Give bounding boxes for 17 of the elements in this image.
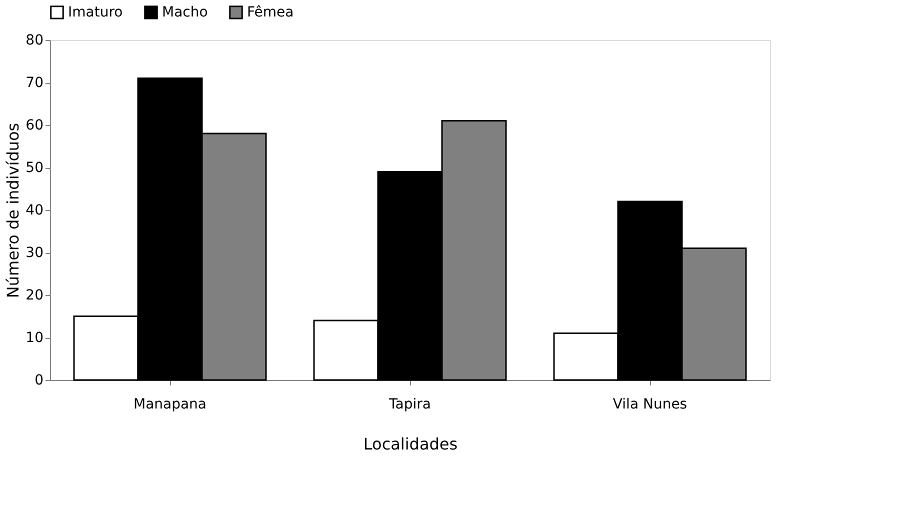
x-tick-label: Manapana [133, 396, 207, 412]
x-tick-label: Tapira [388, 396, 431, 412]
y-tick-label: 60 [26, 118, 44, 134]
y-tick-label: 40 [26, 202, 44, 218]
legend-label: Imaturo [68, 4, 123, 20]
y-tick-label: 50 [26, 160, 44, 176]
y-tick-label: 0 [34, 372, 44, 388]
x-tick-label: Vila Nunes [612, 396, 688, 412]
y-tick-label: 10 [26, 330, 44, 346]
y-tick-label: 20 [26, 288, 44, 304]
y-tick-label: 80 [26, 32, 44, 48]
y-tick-label: 70 [26, 75, 44, 91]
legend-label: Macho [162, 4, 208, 20]
y-axis-title: Número de indivíduos [4, 122, 23, 298]
x-axis-title: Localidades [363, 434, 458, 454]
y-tick-label: 30 [26, 245, 44, 261]
legend-label: Fêmea [247, 4, 294, 20]
